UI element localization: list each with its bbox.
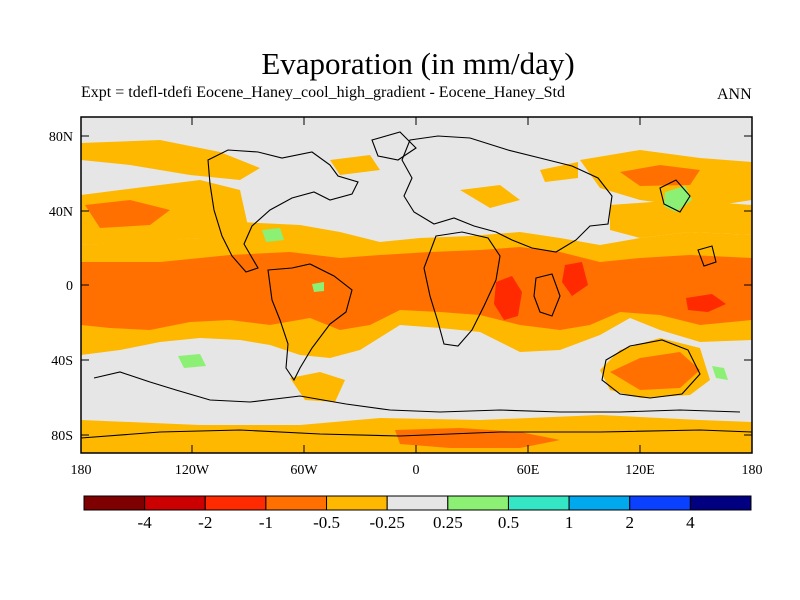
colorbar-swatch xyxy=(386,495,449,511)
lat-label: 80S xyxy=(51,429,73,444)
experiment-subtitle: Expt = tdefl-tdefi Eocene_Haney_cool_hig… xyxy=(81,84,565,101)
lon-label: 180 xyxy=(71,463,92,478)
colorbar-label: 4 xyxy=(686,513,695,532)
lon-label: 0 xyxy=(413,463,420,478)
lon-label: 60W xyxy=(290,463,318,478)
colorbar-swatch xyxy=(326,495,388,511)
colorbar-swatch xyxy=(204,495,267,511)
colorbar-swatch xyxy=(144,495,206,511)
colorbar-swatch xyxy=(83,495,146,511)
tick-marks xyxy=(81,117,752,453)
contour-level-pos025 xyxy=(178,186,728,380)
lat-label: 80N xyxy=(49,130,73,145)
colorbar-label: -1 xyxy=(259,513,273,532)
lon-label: 60E xyxy=(517,463,540,478)
lon-label: 120E xyxy=(625,463,655,478)
map-field xyxy=(81,117,752,453)
colorbar-swatch xyxy=(629,495,691,511)
colorbar-label: 0.25 xyxy=(433,513,463,532)
colorbar-swatch xyxy=(265,495,328,511)
colorbar-swatch xyxy=(447,495,509,511)
colorbar-label: -2 xyxy=(198,513,212,532)
contour-level-1 xyxy=(494,262,726,320)
season-label: ANN xyxy=(717,86,752,103)
map-title: Evaporation (in mm/day) xyxy=(261,46,575,81)
colorbar-swatch xyxy=(507,495,570,511)
coastlines xyxy=(81,131,752,439)
lat-label: 0 xyxy=(66,279,73,294)
colorbar-label: -0.25 xyxy=(369,513,404,532)
contour-level-05 xyxy=(81,165,752,448)
colorbar xyxy=(83,495,752,511)
lat-label: 40N xyxy=(49,205,73,220)
colorbar-label: 0.5 xyxy=(498,513,519,532)
colorbar-swatch xyxy=(689,495,752,511)
colorbar-label: 2 xyxy=(625,513,634,532)
colorbar-label: -4 xyxy=(138,513,153,532)
colorbar-labels: -4 -2 -1 -0.5 -0.25 0.25 0.5 1 2 4 xyxy=(138,513,696,532)
colorbar-swatch xyxy=(568,495,631,511)
lon-label: 120W xyxy=(175,463,210,478)
colorbar-label: 1 xyxy=(565,513,574,532)
lon-label: 180 xyxy=(742,463,763,478)
colorbar-label: -0.5 xyxy=(313,513,340,532)
lat-label: 40S xyxy=(51,354,73,369)
